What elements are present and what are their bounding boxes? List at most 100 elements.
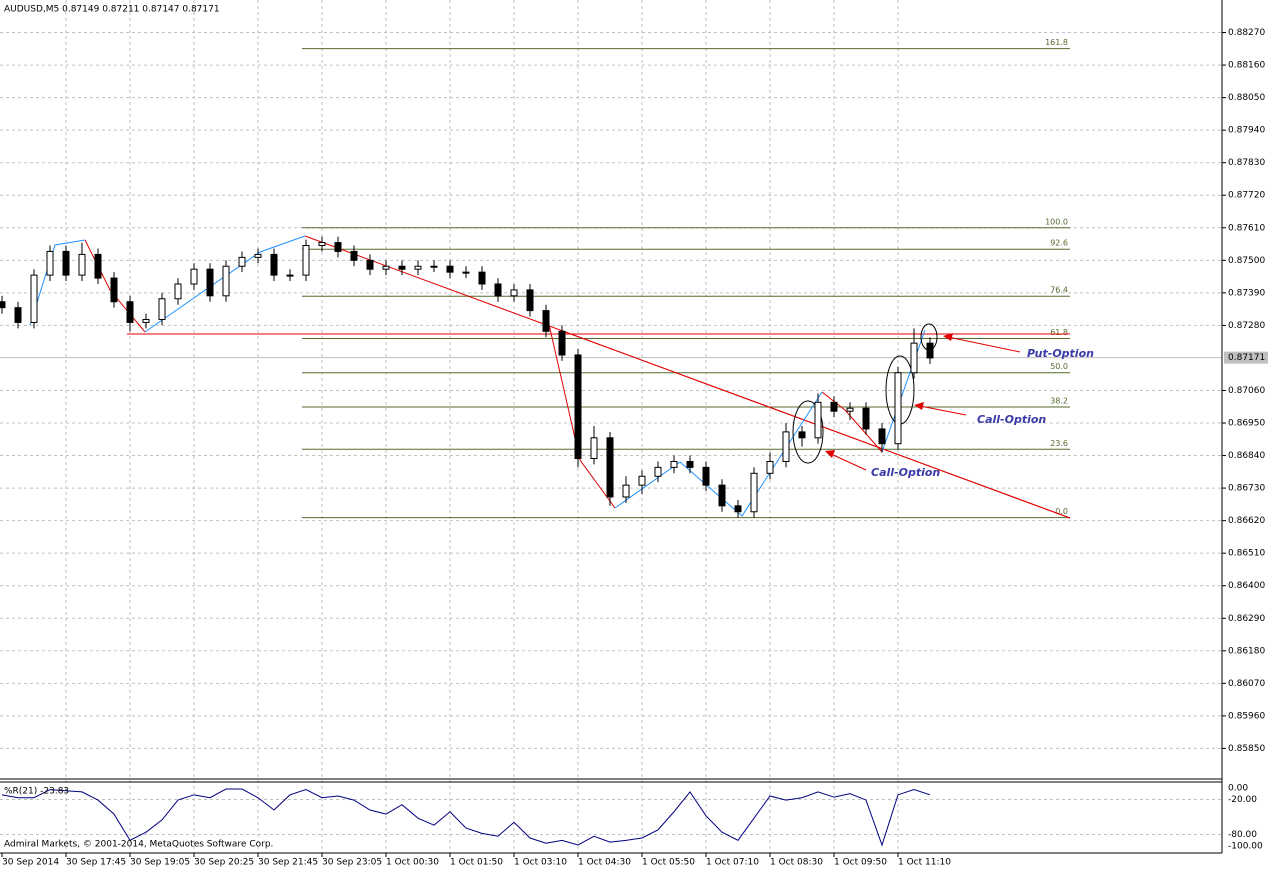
candle-body <box>30 274 38 323</box>
candle-body <box>158 298 166 320</box>
ellipse <box>792 400 824 464</box>
candle-body <box>558 330 566 356</box>
candle-body <box>270 253 278 276</box>
current-price-label: 0.87171 <box>1228 353 1265 363</box>
x-tick-label: 30 Sep 23:05 <box>322 858 382 868</box>
y-tick-label: 0.85960 <box>1228 711 1265 721</box>
zigzag <box>29 239 86 326</box>
y-tick-label: 0.86400 <box>1228 581 1265 591</box>
candle-body <box>542 310 550 332</box>
y-tick-label: 0.88050 <box>1228 93 1265 103</box>
candle-body <box>430 265 438 268</box>
candle-body <box>78 253 86 276</box>
candle-body <box>446 265 454 273</box>
candle-body <box>318 242 326 247</box>
candle-body <box>222 265 230 297</box>
footer: Admiral Markets, © 2001-2014, MetaQuotes… <box>4 840 273 850</box>
x-tick-label: 1 Oct 11:10 <box>898 858 951 868</box>
fib-label: 161.8 <box>1045 38 1068 47</box>
y-tick-label: 0.87720 <box>1228 191 1265 201</box>
candle-body <box>286 274 294 277</box>
y-tick-label: 0.86950 <box>1228 419 1265 429</box>
zigzag <box>614 391 823 517</box>
indicator-tick-label: -80.00 <box>1228 830 1257 840</box>
candle-body <box>702 466 710 486</box>
indicator-tick-label: 0.00 <box>1228 783 1248 793</box>
x-tick-label: 1 Oct 04:30 <box>578 858 631 868</box>
candle-body <box>622 484 630 498</box>
zigzag <box>547 319 616 509</box>
candle-body <box>718 484 726 507</box>
candle-body <box>366 259 374 270</box>
y-tick-label: 0.86180 <box>1228 646 1265 656</box>
annotation: Put-Option <box>1027 347 1094 360</box>
fib-label: 0.0 <box>1055 507 1068 516</box>
fib-label: 23.6 <box>1050 439 1068 448</box>
candle-body <box>654 466 662 477</box>
candle-body <box>750 472 758 513</box>
candle-body <box>926 342 934 359</box>
y-tick-label: 0.85850 <box>1228 744 1265 754</box>
candle-body <box>494 283 502 297</box>
candle-body <box>94 253 102 279</box>
candle-body <box>414 265 422 270</box>
candle-body <box>526 289 534 312</box>
x-tick-label: 1 Oct 09:50 <box>834 858 887 868</box>
drawings <box>29 235 1071 519</box>
candle-body <box>254 253 262 258</box>
candle-body <box>686 460 694 468</box>
candle-body <box>142 318 150 323</box>
candle-body <box>590 437 598 460</box>
y-tick-label: 0.87280 <box>1228 321 1265 331</box>
y-tick-label: 0.86290 <box>1228 614 1265 624</box>
candle-body <box>350 250 358 261</box>
candle-body <box>574 354 582 460</box>
fib-label: 38.2 <box>1050 396 1068 405</box>
x-tick-label: 1 Oct 03:10 <box>514 858 567 868</box>
arrow-head <box>914 402 924 410</box>
indicator-tick-label: -20.00 <box>1228 795 1257 805</box>
chart-title: AUDUSD,M5 0.87149 0.87211 0.87147 0.8717… <box>4 5 220 15</box>
y-tick-label: 0.88160 <box>1228 61 1265 71</box>
candle-body <box>830 401 838 412</box>
zigzag <box>144 235 306 333</box>
candle-body <box>46 250 54 276</box>
candle-body <box>734 505 742 513</box>
current-price-box <box>1224 351 1268 364</box>
candle-body <box>238 256 246 267</box>
zigzag <box>881 329 926 453</box>
y-tick-label: 0.86730 <box>1228 484 1265 494</box>
fib-label: 76.4 <box>1050 286 1068 295</box>
candle-body <box>862 407 870 430</box>
candle-body <box>510 289 518 297</box>
arrow-head <box>943 333 953 341</box>
y-tick-label: 0.88270 <box>1228 28 1265 38</box>
candle-body <box>478 271 486 285</box>
fib-label: 100.0 <box>1045 217 1068 226</box>
arrow <box>830 453 867 471</box>
arrow <box>947 336 1021 353</box>
x-tick-label: 1 Oct 08:30 <box>770 858 823 868</box>
indicator-title: %R(21) -23.83 <box>4 787 69 797</box>
candle-body <box>110 277 118 303</box>
y-tick-label: 0.86070 <box>1228 679 1265 689</box>
x-tick-label: 30 Sep 21:45 <box>258 858 318 868</box>
y-tick-label: 0.87610 <box>1228 223 1265 233</box>
x-tick-label: 1 Oct 07:10 <box>706 858 759 868</box>
arrow-head <box>825 450 835 458</box>
candle-body <box>14 307 22 323</box>
candle-body <box>302 245 310 276</box>
x-tick-label: 1 Oct 01:50 <box>450 858 503 868</box>
x-tick-label: 30 Sep 19:05 <box>130 858 190 868</box>
zigzag <box>821 391 883 453</box>
candle-body <box>766 460 774 474</box>
marks <box>0 236 934 847</box>
candle-body <box>126 301 134 323</box>
x-tick-label: 30 Sep 2014 <box>2 858 59 868</box>
x-tick-label: 1 Oct 05:50 <box>642 858 695 868</box>
fib-label: 92.6 <box>1050 239 1068 248</box>
